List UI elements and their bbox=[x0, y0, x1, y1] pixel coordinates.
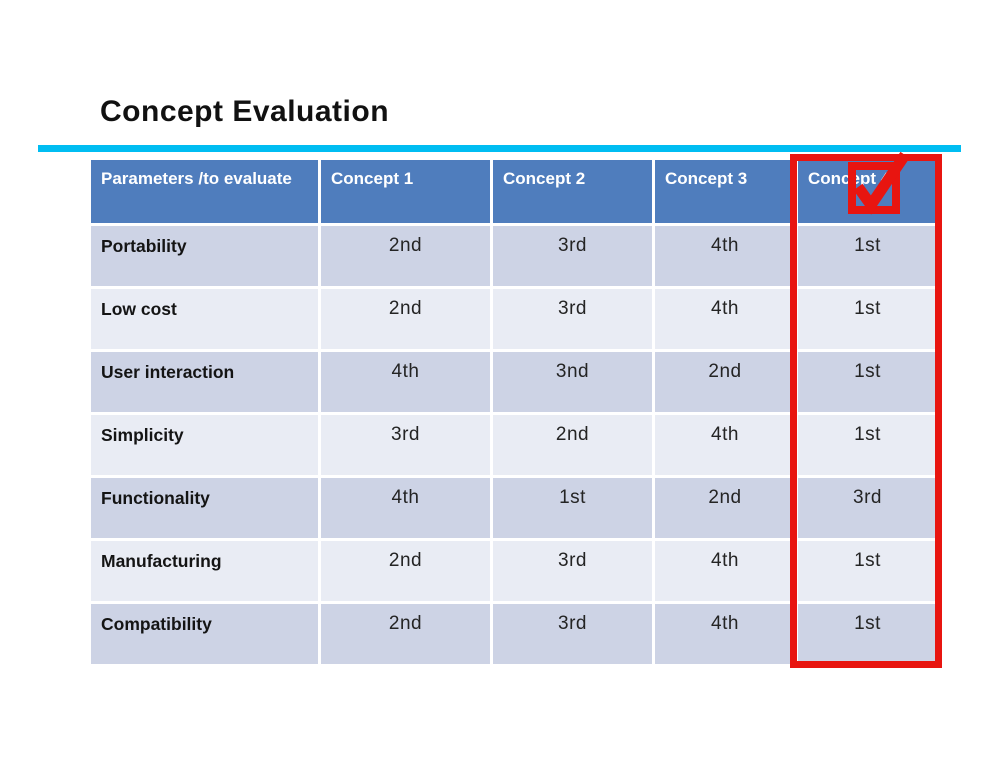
table-cell: 4th bbox=[652, 538, 798, 604]
table-cell: 2nd bbox=[318, 538, 493, 604]
table-row-portability: Portability 2nd 3rd 4th 1st bbox=[88, 223, 940, 289]
table-row-functionality: Functionality 4th 1st 2nd 3rd bbox=[88, 475, 940, 541]
table-cell: 1st bbox=[795, 412, 940, 478]
row-label: Manufacturing bbox=[88, 538, 321, 604]
slide-title: Concept Evaluation bbox=[100, 95, 390, 128]
table-cell: 2nd bbox=[318, 223, 493, 289]
table-cell: 2nd bbox=[490, 412, 655, 478]
table-row-manufacturing: Manufacturing 2nd 3rd 4th 1st bbox=[88, 538, 940, 604]
table-cell: 4th bbox=[318, 349, 493, 415]
table-cell: 4th bbox=[652, 412, 798, 478]
table-cell: 1st bbox=[795, 601, 940, 667]
table-cell: 3rd bbox=[490, 286, 655, 352]
table-cell: 2nd bbox=[318, 286, 493, 352]
table-cell: 2nd bbox=[652, 349, 798, 415]
column-header-concept-3: Concept 3 bbox=[652, 157, 798, 226]
table-header-row: Parameters /to evaluate Concept 1 Concep… bbox=[88, 157, 940, 226]
accent-divider bbox=[38, 145, 961, 152]
table-row-user-interaction: User interaction 4th 3nd 2nd 1st bbox=[88, 349, 940, 415]
row-label: Compatibility bbox=[88, 601, 321, 667]
column-header-parameters: Parameters /to evaluate bbox=[88, 157, 321, 226]
table-row-compatibility: Compatibility 2nd 3rd 4th 1st bbox=[88, 601, 940, 667]
table-cell: 4th bbox=[652, 223, 798, 289]
table-cell: 3rd bbox=[490, 601, 655, 667]
table-cell: 3rd bbox=[318, 412, 493, 478]
row-label: Portability bbox=[88, 223, 321, 289]
column-header-concept-4: Concept 4 bbox=[795, 157, 940, 226]
table-cell: 2nd bbox=[652, 475, 798, 541]
table-cell: 3rd bbox=[795, 475, 940, 541]
table-cell: 1st bbox=[795, 286, 940, 352]
table-cell: 2nd bbox=[318, 601, 493, 667]
row-label: User interaction bbox=[88, 349, 321, 415]
table-cell: 1st bbox=[795, 223, 940, 289]
row-label: Low cost bbox=[88, 286, 321, 352]
table-cell: 1st bbox=[795, 349, 940, 415]
table-cell: 1st bbox=[490, 475, 655, 541]
table-cell: 3rd bbox=[490, 538, 655, 604]
column-header-concept-2: Concept 2 bbox=[490, 157, 655, 226]
table-cell: 3rd bbox=[490, 223, 655, 289]
row-label: Simplicity bbox=[88, 412, 321, 478]
row-label: Functionality bbox=[88, 475, 321, 541]
concept-evaluation-table: Parameters /to evaluate Concept 1 Concep… bbox=[88, 157, 940, 667]
table-row-low-cost: Low cost 2nd 3rd 4th 1st bbox=[88, 286, 940, 352]
table-cell: 1st bbox=[795, 538, 940, 604]
table-row-simplicity: Simplicity 3rd 2nd 4th 1st bbox=[88, 412, 940, 478]
column-header-concept-1: Concept 1 bbox=[318, 157, 493, 226]
table-cell: 4th bbox=[652, 286, 798, 352]
table-cell: 3nd bbox=[490, 349, 655, 415]
table-cell: 4th bbox=[318, 475, 493, 541]
table-cell: 4th bbox=[652, 601, 798, 667]
